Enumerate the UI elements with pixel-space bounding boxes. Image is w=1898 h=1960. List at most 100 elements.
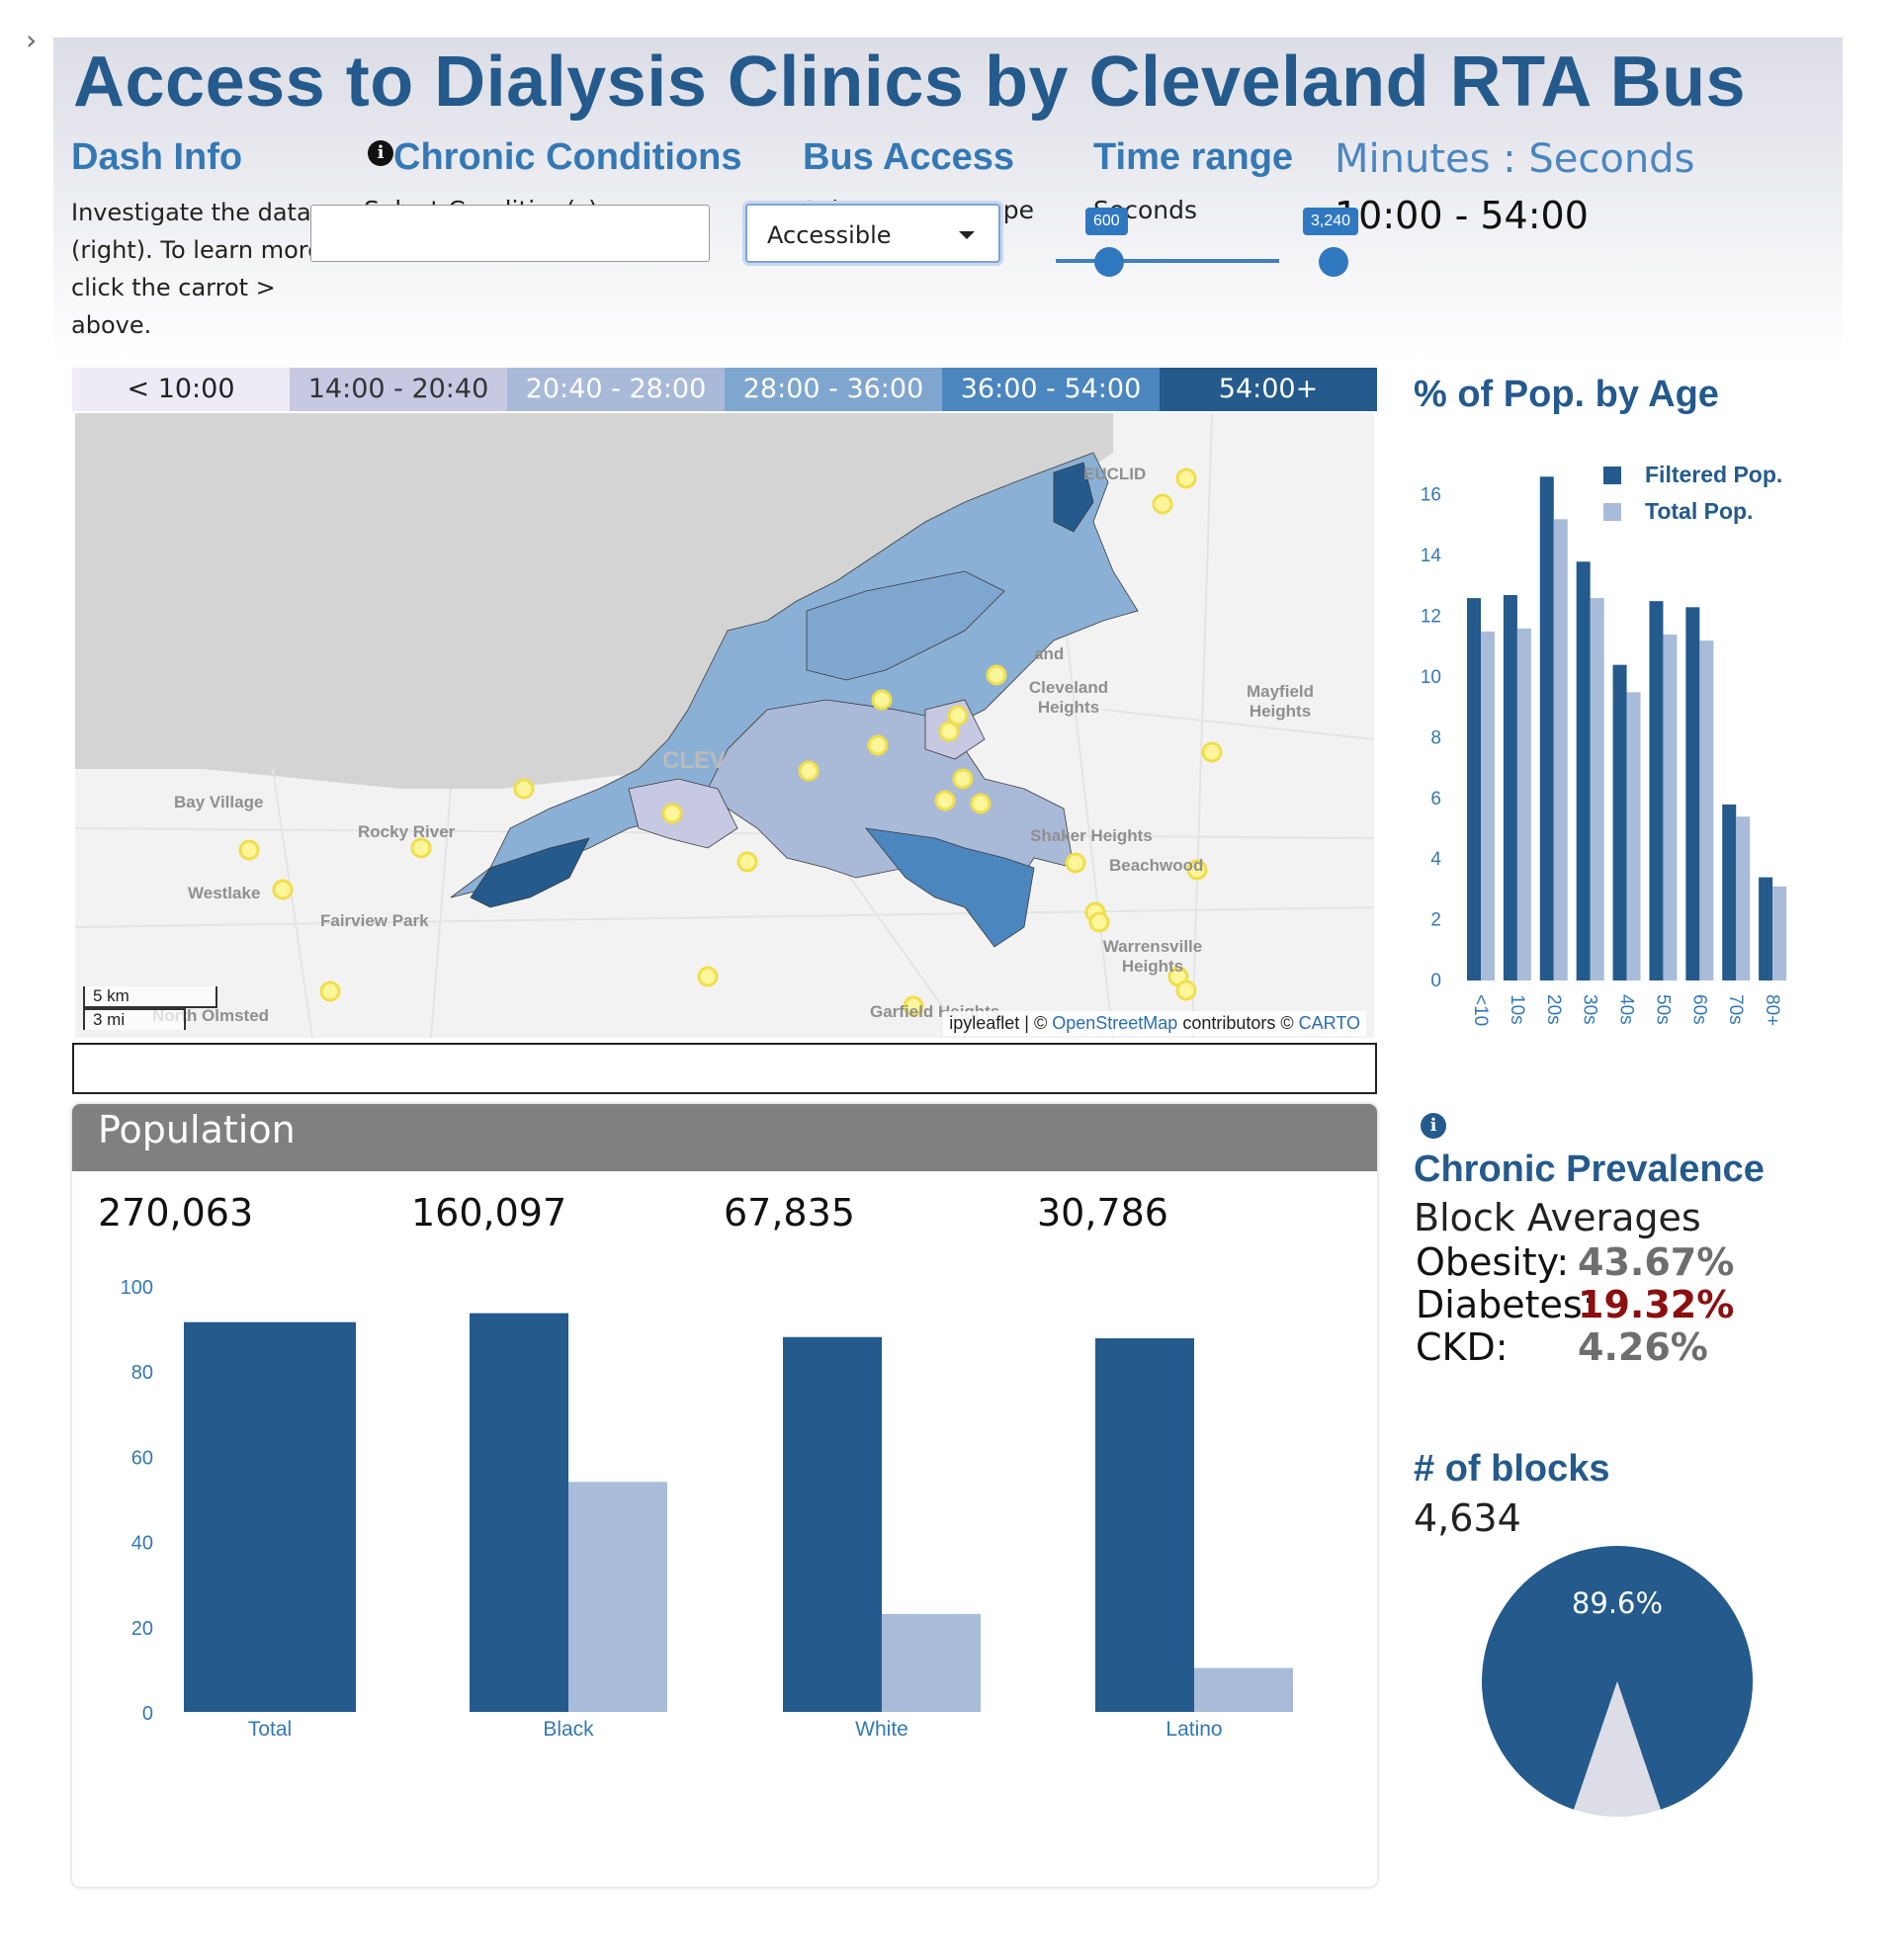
age-x-tick: 40s bbox=[1616, 994, 1637, 1025]
map-label: Warrensville Heights bbox=[1102, 937, 1203, 976]
time-range-min-handle[interactable] bbox=[1094, 247, 1124, 277]
map-label: CLEV bbox=[662, 747, 727, 774]
population-card: Population 270,063 160,097 67,835 30,786… bbox=[72, 1104, 1377, 1887]
info-icon[interactable]: i bbox=[1421, 1113, 1446, 1139]
map-attribution: ipyleaflet | © OpenStreetMap contributor… bbox=[943, 1011, 1366, 1036]
dash-info-line: Investigate the data bbox=[71, 199, 311, 226]
pop-x-tick: Latino bbox=[1165, 1718, 1222, 1741]
legend-item: 20:40 - 28:00 bbox=[507, 368, 725, 411]
population-bar-chart: 0 20 40 60 80 100 Total Black White Latino bbox=[121, 1277, 1293, 1741]
attribution-prefix: ipyleaflet | © bbox=[949, 1013, 1053, 1033]
age-y-tick: 12 bbox=[1421, 607, 1441, 628]
pop-bar bbox=[1095, 1338, 1194, 1712]
map-label: Fairview Park bbox=[320, 911, 429, 930]
age-x-tick: 60s bbox=[1688, 994, 1709, 1025]
age-bar bbox=[1576, 561, 1591, 980]
population-total-count: 270,063 bbox=[98, 1191, 254, 1235]
age-bar-chart: 0 2 4 6 8 10 12 14 16 <10 10s 20s 30s 40s 50s 60s 70s 80+… bbox=[1421, 462, 1787, 1026]
age-chart-title: % of Pop. by Age bbox=[1414, 374, 1719, 415]
map-view[interactable]: EUCLID and Cleveland Heights Mayfield He… bbox=[75, 413, 1374, 1038]
age-y-tick: 16 bbox=[1421, 485, 1441, 506]
age-legend-swatch bbox=[1603, 467, 1621, 484]
age-x-tick: 30s bbox=[1580, 994, 1600, 1025]
age-bar bbox=[1516, 628, 1531, 980]
age-legend-label: Filtered Pop. bbox=[1645, 462, 1782, 487]
age-bar bbox=[1685, 607, 1700, 980]
dash-info-line: above. bbox=[71, 311, 152, 339]
legend-item: 28:00 - 36:00 bbox=[725, 368, 942, 411]
pop-bar bbox=[184, 1321, 356, 1712]
blocks-pie-chart: 89.6% bbox=[1482, 1546, 1753, 1817]
age-bar bbox=[1590, 598, 1604, 980]
bus-access-heading: Bus Access bbox=[803, 136, 1015, 178]
obesity-value: 43.67% bbox=[1578, 1240, 1735, 1284]
age-bar bbox=[1699, 640, 1714, 980]
carto-link[interactable]: CARTO bbox=[1298, 1013, 1360, 1033]
map-label: Bay Village bbox=[174, 793, 264, 811]
pop-x-tick: White bbox=[855, 1718, 908, 1741]
age-x-tick: 50s bbox=[1652, 994, 1673, 1025]
map-label: EUCLID bbox=[1083, 465, 1147, 483]
pop-y-tick: 40 bbox=[131, 1533, 153, 1555]
map-canvas[interactable] bbox=[75, 413, 1374, 1038]
pie-slice bbox=[1574, 1681, 1661, 1817]
dash-info-line: click the carrot > bbox=[71, 274, 276, 301]
condition-select-input[interactable] bbox=[310, 205, 710, 262]
pop-y-tick: 100 bbox=[121, 1277, 153, 1299]
caret-down-icon bbox=[959, 231, 975, 239]
age-bar bbox=[1539, 476, 1554, 980]
pop-y-tick: 20 bbox=[131, 1618, 153, 1640]
map-label: Westlake bbox=[188, 884, 261, 902]
pop-bar bbox=[568, 1482, 667, 1712]
sidebar-toggle-carrot[interactable]: › bbox=[26, 24, 38, 56]
age-legend-swatch bbox=[1603, 503, 1621, 521]
age-bar bbox=[1626, 692, 1641, 980]
chronic-conditions-heading-text: Chronic Conditions bbox=[393, 136, 742, 178]
map-label: Rocky River bbox=[358, 822, 456, 841]
age-x-tick: 80+ bbox=[1762, 994, 1782, 1026]
blocks-heading: # of blocks bbox=[1414, 1448, 1610, 1490]
age-y-tick: 6 bbox=[1430, 789, 1441, 810]
population-latino-count: 30,786 bbox=[1037, 1191, 1168, 1235]
legend-item: 14:00 - 20:40 bbox=[290, 368, 507, 411]
diabetes-value: 19.32% bbox=[1578, 1283, 1735, 1326]
age-x-tick: 70s bbox=[1725, 994, 1746, 1025]
clinic-markers bbox=[238, 468, 1223, 1017]
blocks-count: 4,634 bbox=[1414, 1496, 1521, 1540]
access-type-dropdown[interactable]: Accessible bbox=[745, 204, 1000, 263]
time-range-max-handle[interactable] bbox=[1319, 247, 1348, 277]
scale-mi: 3 mi bbox=[83, 1008, 186, 1030]
minutes-seconds-label: Minutes : Seconds bbox=[1335, 136, 1695, 182]
obesity-label: Obesity: bbox=[1416, 1240, 1570, 1284]
age-y-tick: 14 bbox=[1421, 546, 1442, 566]
age-bar bbox=[1736, 816, 1751, 980]
pop-x-tick: Black bbox=[543, 1718, 594, 1741]
header-panel: Access to Dialysis Clinics by Cleveland … bbox=[53, 38, 1843, 360]
age-x-tick: 10s bbox=[1507, 994, 1527, 1025]
legend-item: 36:00 - 54:00 bbox=[942, 368, 1160, 411]
map-label: Cleveland Heights bbox=[1028, 678, 1109, 717]
dash-info-text: Investigate the data (right). To learn m… bbox=[71, 194, 328, 344]
time-range-slider-track[interactable] bbox=[1056, 259, 1279, 263]
age-bar bbox=[1553, 519, 1568, 980]
dash-info-heading: Dash Info bbox=[71, 136, 243, 178]
osm-link[interactable]: OpenStreetMap bbox=[1052, 1013, 1178, 1033]
pop-bar bbox=[882, 1613, 981, 1712]
map-scale: 5 km 3 mi bbox=[83, 986, 217, 1030]
info-icon[interactable]: i bbox=[368, 140, 393, 166]
age-bar bbox=[1481, 631, 1495, 980]
age-bar bbox=[1663, 634, 1678, 980]
pop-bar bbox=[783, 1336, 882, 1712]
ckd-value: 4.26% bbox=[1578, 1325, 1708, 1369]
age-y-tick: 8 bbox=[1430, 727, 1441, 748]
age-y-tick: 2 bbox=[1430, 910, 1441, 931]
population-heading: Population bbox=[72, 1104, 1377, 1171]
legend-item: 54:00+ bbox=[1160, 368, 1377, 411]
diabetes-label: Diabetes: bbox=[1416, 1283, 1596, 1326]
legend-item: < 10:00 bbox=[72, 368, 290, 411]
map-label: and bbox=[1034, 644, 1065, 663]
pop-x-tick: Total bbox=[248, 1718, 292, 1741]
pop-bar bbox=[1194, 1667, 1293, 1712]
map-label: Beachwood bbox=[1109, 856, 1204, 875]
